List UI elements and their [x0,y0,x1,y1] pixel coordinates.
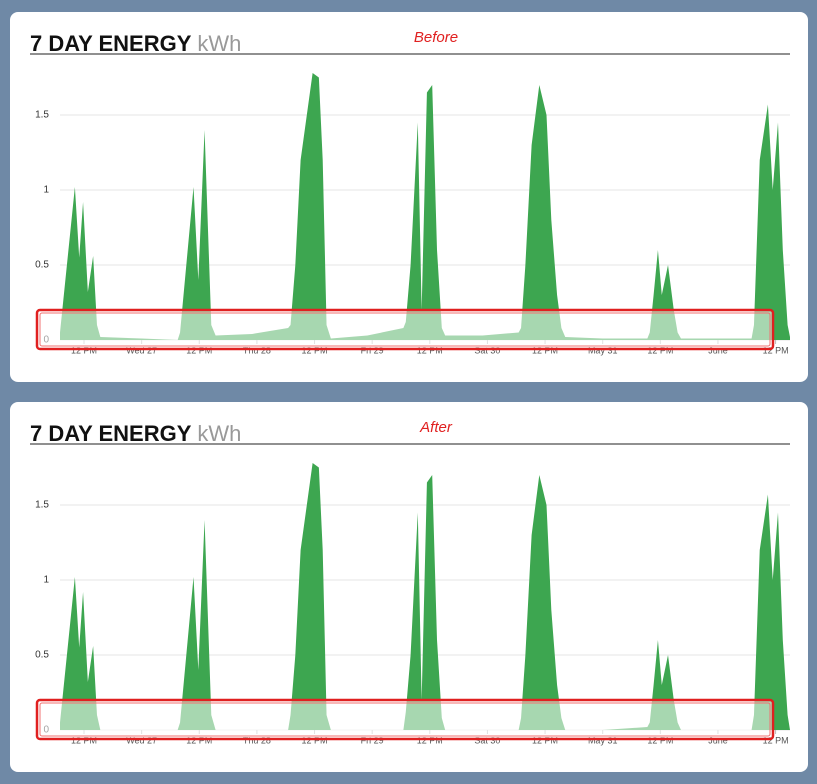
x-tick-label: Fri 29 [361,735,384,745]
x-tick-label: Wed 27 [126,735,157,745]
y-tick-label: 0.5 [35,650,49,661]
x-tick-label: 12 PM [186,735,212,745]
x-tick-label: 12 PM [763,345,789,355]
x-tick-label: 12 PM [532,735,558,745]
x-tick-label: 12 PM [302,735,328,745]
x-tick-label: 12 PM [71,735,97,745]
highlight-box [35,308,775,351]
chart-title: 7 DAY ENERGY kWh [30,31,241,56]
chart-title: 7 DAY ENERGY kWh [30,421,241,446]
highlight-box-inner [39,312,771,347]
annotation: Before [414,29,458,46]
y-tick-label: 0.5 [35,260,49,271]
x-tick-label: 12 PM [302,345,328,355]
x-tick-label: Sat 30 [474,345,500,355]
highlight-box-inner [39,702,771,737]
y-tick-label: 1 [43,185,49,196]
x-tick-label: 12 PM [186,345,212,355]
x-tick-label: 12 PM [417,735,443,745]
energy-area [60,73,790,340]
title-text: 7 DAY ENERGY [30,421,192,446]
x-tick-label: May 31 [588,735,618,745]
energy-area [60,463,790,730]
y-tick-label: 1.5 [35,500,49,511]
x-tick-label: May 31 [588,345,618,355]
annotation: After [419,419,453,436]
unit: kWh [197,31,241,56]
x-tick-label: Thu 28 [243,735,271,745]
x-tick-label: June [708,345,728,355]
x-tick-label: 12 PM [532,345,558,355]
x-tick-label: 12 PM [763,735,789,745]
unit: kWh [197,421,241,446]
x-tick-label: Fri 29 [361,345,384,355]
y-tick-label: 1 [43,575,49,586]
y-tick-label: 1.5 [35,110,49,121]
x-tick-label: 12 PM [647,345,673,355]
highlight-box [35,698,775,741]
x-tick-label: 12 PM [647,735,673,745]
x-tick-label: 12 PM [71,345,97,355]
x-tick-label: 12 PM [417,345,443,355]
x-tick-label: Sat 30 [474,735,500,745]
x-tick-label: Wed 27 [126,345,157,355]
x-tick-label: Thu 28 [243,345,271,355]
title-text: 7 DAY ENERGY [30,31,192,56]
x-tick-label: June [708,735,728,745]
